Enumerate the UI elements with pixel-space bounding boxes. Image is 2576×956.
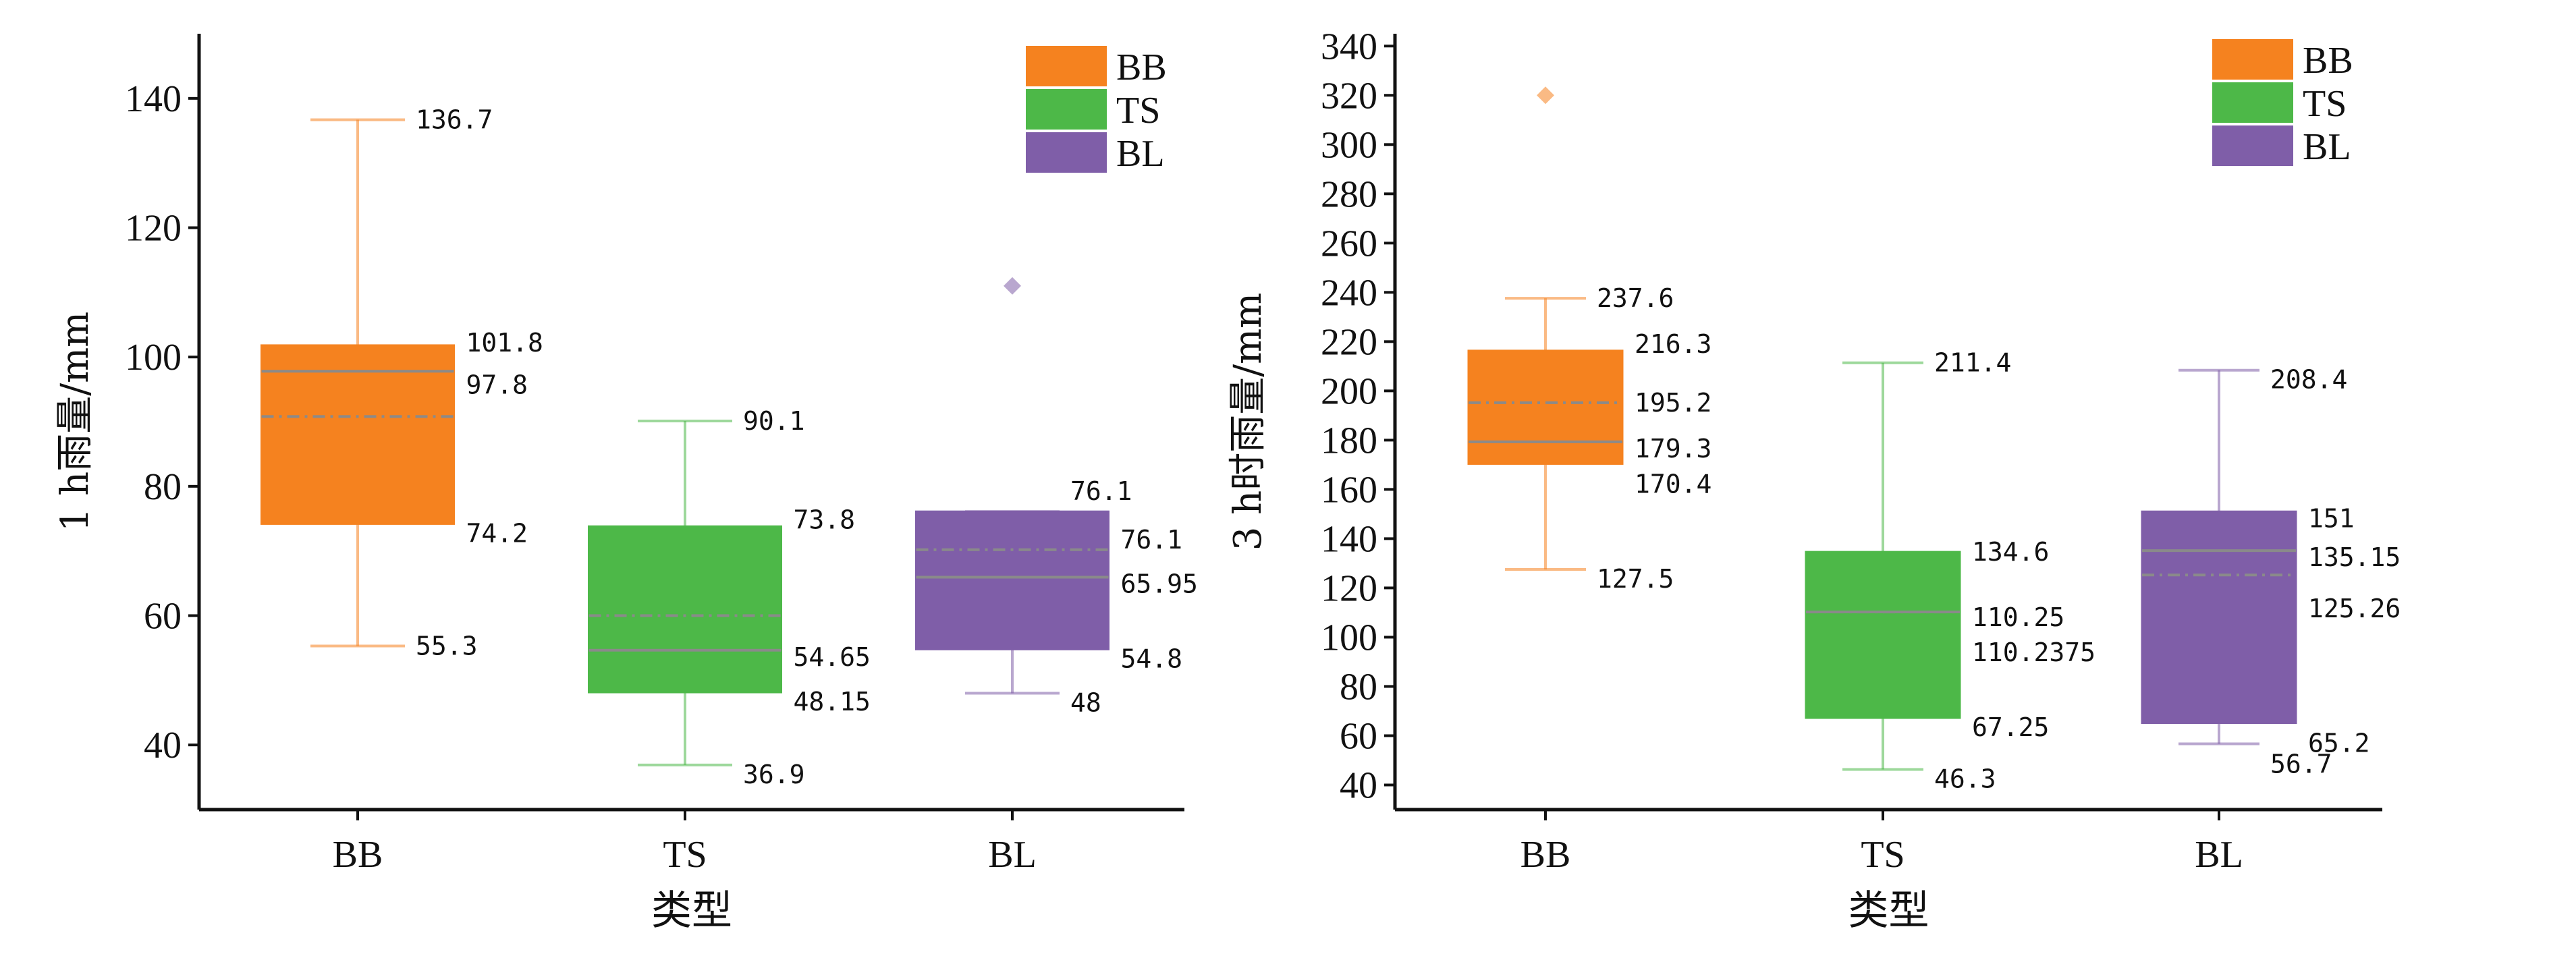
- data-label-q1: 67.25: [1972, 712, 2049, 742]
- data-label-mean: 110.2375: [1972, 638, 2095, 667]
- data-label-q1: 48.15: [794, 687, 871, 716]
- data-label-max: 237.6: [1597, 283, 1674, 313]
- box-group-bl: [2141, 368, 2297, 746]
- y-tick-label: 120: [125, 208, 182, 250]
- outlier-point: [1537, 86, 1554, 105]
- data-label-q3: 73.8: [794, 505, 856, 534]
- y-tick-label: 80: [1340, 666, 1377, 708]
- x-tick-label: BB: [333, 834, 383, 876]
- data-label-q1: 74.2: [466, 518, 528, 548]
- y-tick-label: 100: [125, 337, 182, 378]
- box-iqr: [1805, 551, 1961, 719]
- data-label-max: 136.7: [416, 105, 493, 134]
- y-tick-label: 300: [1321, 124, 1377, 166]
- data-label-q3: 76.1: [1121, 525, 1183, 555]
- legend-swatch-bb: [2212, 39, 2293, 80]
- data-label-median: 135.15: [2308, 542, 2401, 572]
- y-tick-label: 260: [1321, 223, 1377, 264]
- data-label-q3: 151: [2308, 503, 2355, 533]
- y-axis-title: 3 h时雨量/mm: [1226, 293, 1270, 551]
- y-tick-label: 200: [1321, 370, 1377, 412]
- data-label-max: 90.1: [743, 406, 805, 436]
- box-iqr: [588, 525, 782, 694]
- data-label-median: 97.8: [466, 370, 528, 399]
- data-label-q3: 134.6: [1972, 537, 2049, 567]
- y-tick-label: 320: [1321, 75, 1377, 117]
- box-iqr: [1467, 349, 1624, 465]
- y-tick-label: 80: [144, 466, 182, 508]
- y-tick-label: 40: [1340, 764, 1377, 806]
- box-iqr: [915, 510, 1109, 650]
- data-label-max: 76.1: [1070, 476, 1132, 506]
- data-label-min: 55.3: [416, 631, 478, 661]
- data-label-q3: 101.8: [466, 328, 543, 358]
- box-group-bb: [1467, 86, 1624, 571]
- legend-label: BL: [1116, 133, 1165, 175]
- x-tick-label: BL: [2195, 834, 2243, 876]
- box-group-bl: [915, 277, 1109, 695]
- data-label-mean: 195.2: [1635, 388, 1711, 418]
- data-label-min: 56.7: [2270, 750, 2332, 779]
- data-label-median: 179.3: [1635, 434, 1711, 463]
- y-tick-label: 40: [144, 725, 182, 766]
- x-axis-title: 类型: [651, 887, 732, 934]
- box-group-ts: [588, 420, 782, 766]
- legend-label: BB: [2303, 40, 2353, 82]
- y-tick-label: 180: [1321, 420, 1377, 461]
- y-axis-title: 1 h雨量/mm: [53, 312, 97, 532]
- y-tick-label: 160: [1321, 469, 1377, 511]
- data-label-median: 54.65: [794, 642, 871, 672]
- y-tick-label: 280: [1321, 173, 1377, 215]
- data-label-min: 46.3: [1934, 764, 1996, 793]
- data-label-median: 65.95: [1121, 569, 1198, 598]
- legend-swatch-ts: [2212, 82, 2293, 123]
- legend-label: TS: [2303, 83, 2347, 125]
- x-tick-label: TS: [663, 834, 707, 876]
- box-iqr: [261, 344, 455, 525]
- data-label-min: 127.5: [1597, 564, 1674, 594]
- legend-swatch-bb: [1026, 46, 1107, 86]
- legend-label: BB: [1116, 47, 1167, 88]
- data-label-mean: 125.26: [2308, 594, 2401, 623]
- y-tick-label: 140: [125, 78, 182, 120]
- y-tick-label: 340: [1321, 26, 1377, 67]
- data-label-q1: 54.8: [1121, 644, 1183, 673]
- legend-swatch-bl: [1026, 132, 1107, 173]
- outlier-point: [1004, 277, 1021, 295]
- legend-label: TS: [1116, 90, 1160, 132]
- data-label-q3: 216.3: [1635, 329, 1711, 359]
- legend-label: BL: [2303, 126, 2351, 168]
- y-tick-label: 140: [1321, 518, 1377, 560]
- y-tick-label: 60: [1340, 715, 1377, 757]
- legend-swatch-ts: [1026, 89, 1107, 130]
- box-iqr: [2141, 510, 2297, 724]
- data-label-max: 211.4: [1934, 348, 2011, 378]
- data-label-min: 36.9: [743, 760, 805, 789]
- legend-swatch-bl: [2212, 125, 2293, 166]
- y-tick-label: 120: [1321, 567, 1377, 609]
- box-group-bb: [261, 118, 455, 648]
- data-label-max: 208.4: [2270, 365, 2347, 395]
- data-label-q1: 170.4: [1635, 469, 1711, 499]
- x-tick-label: BB: [1520, 834, 1571, 876]
- data-label-q1: 65.2: [2308, 728, 2370, 758]
- data-label-median: 110.25: [1972, 602, 2064, 632]
- y-tick-label: 60: [144, 596, 182, 638]
- y-tick-label: 100: [1321, 617, 1377, 658]
- x-tick-label: BL: [988, 834, 1037, 876]
- y-tick-label: 220: [1321, 321, 1377, 363]
- x-axis-title: 类型: [1848, 887, 1929, 934]
- data-label-min: 48: [1070, 688, 1101, 718]
- x-tick-label: TS: [1861, 834, 1904, 876]
- box-group-ts: [1805, 361, 1961, 771]
- y-tick-label: 240: [1321, 272, 1377, 314]
